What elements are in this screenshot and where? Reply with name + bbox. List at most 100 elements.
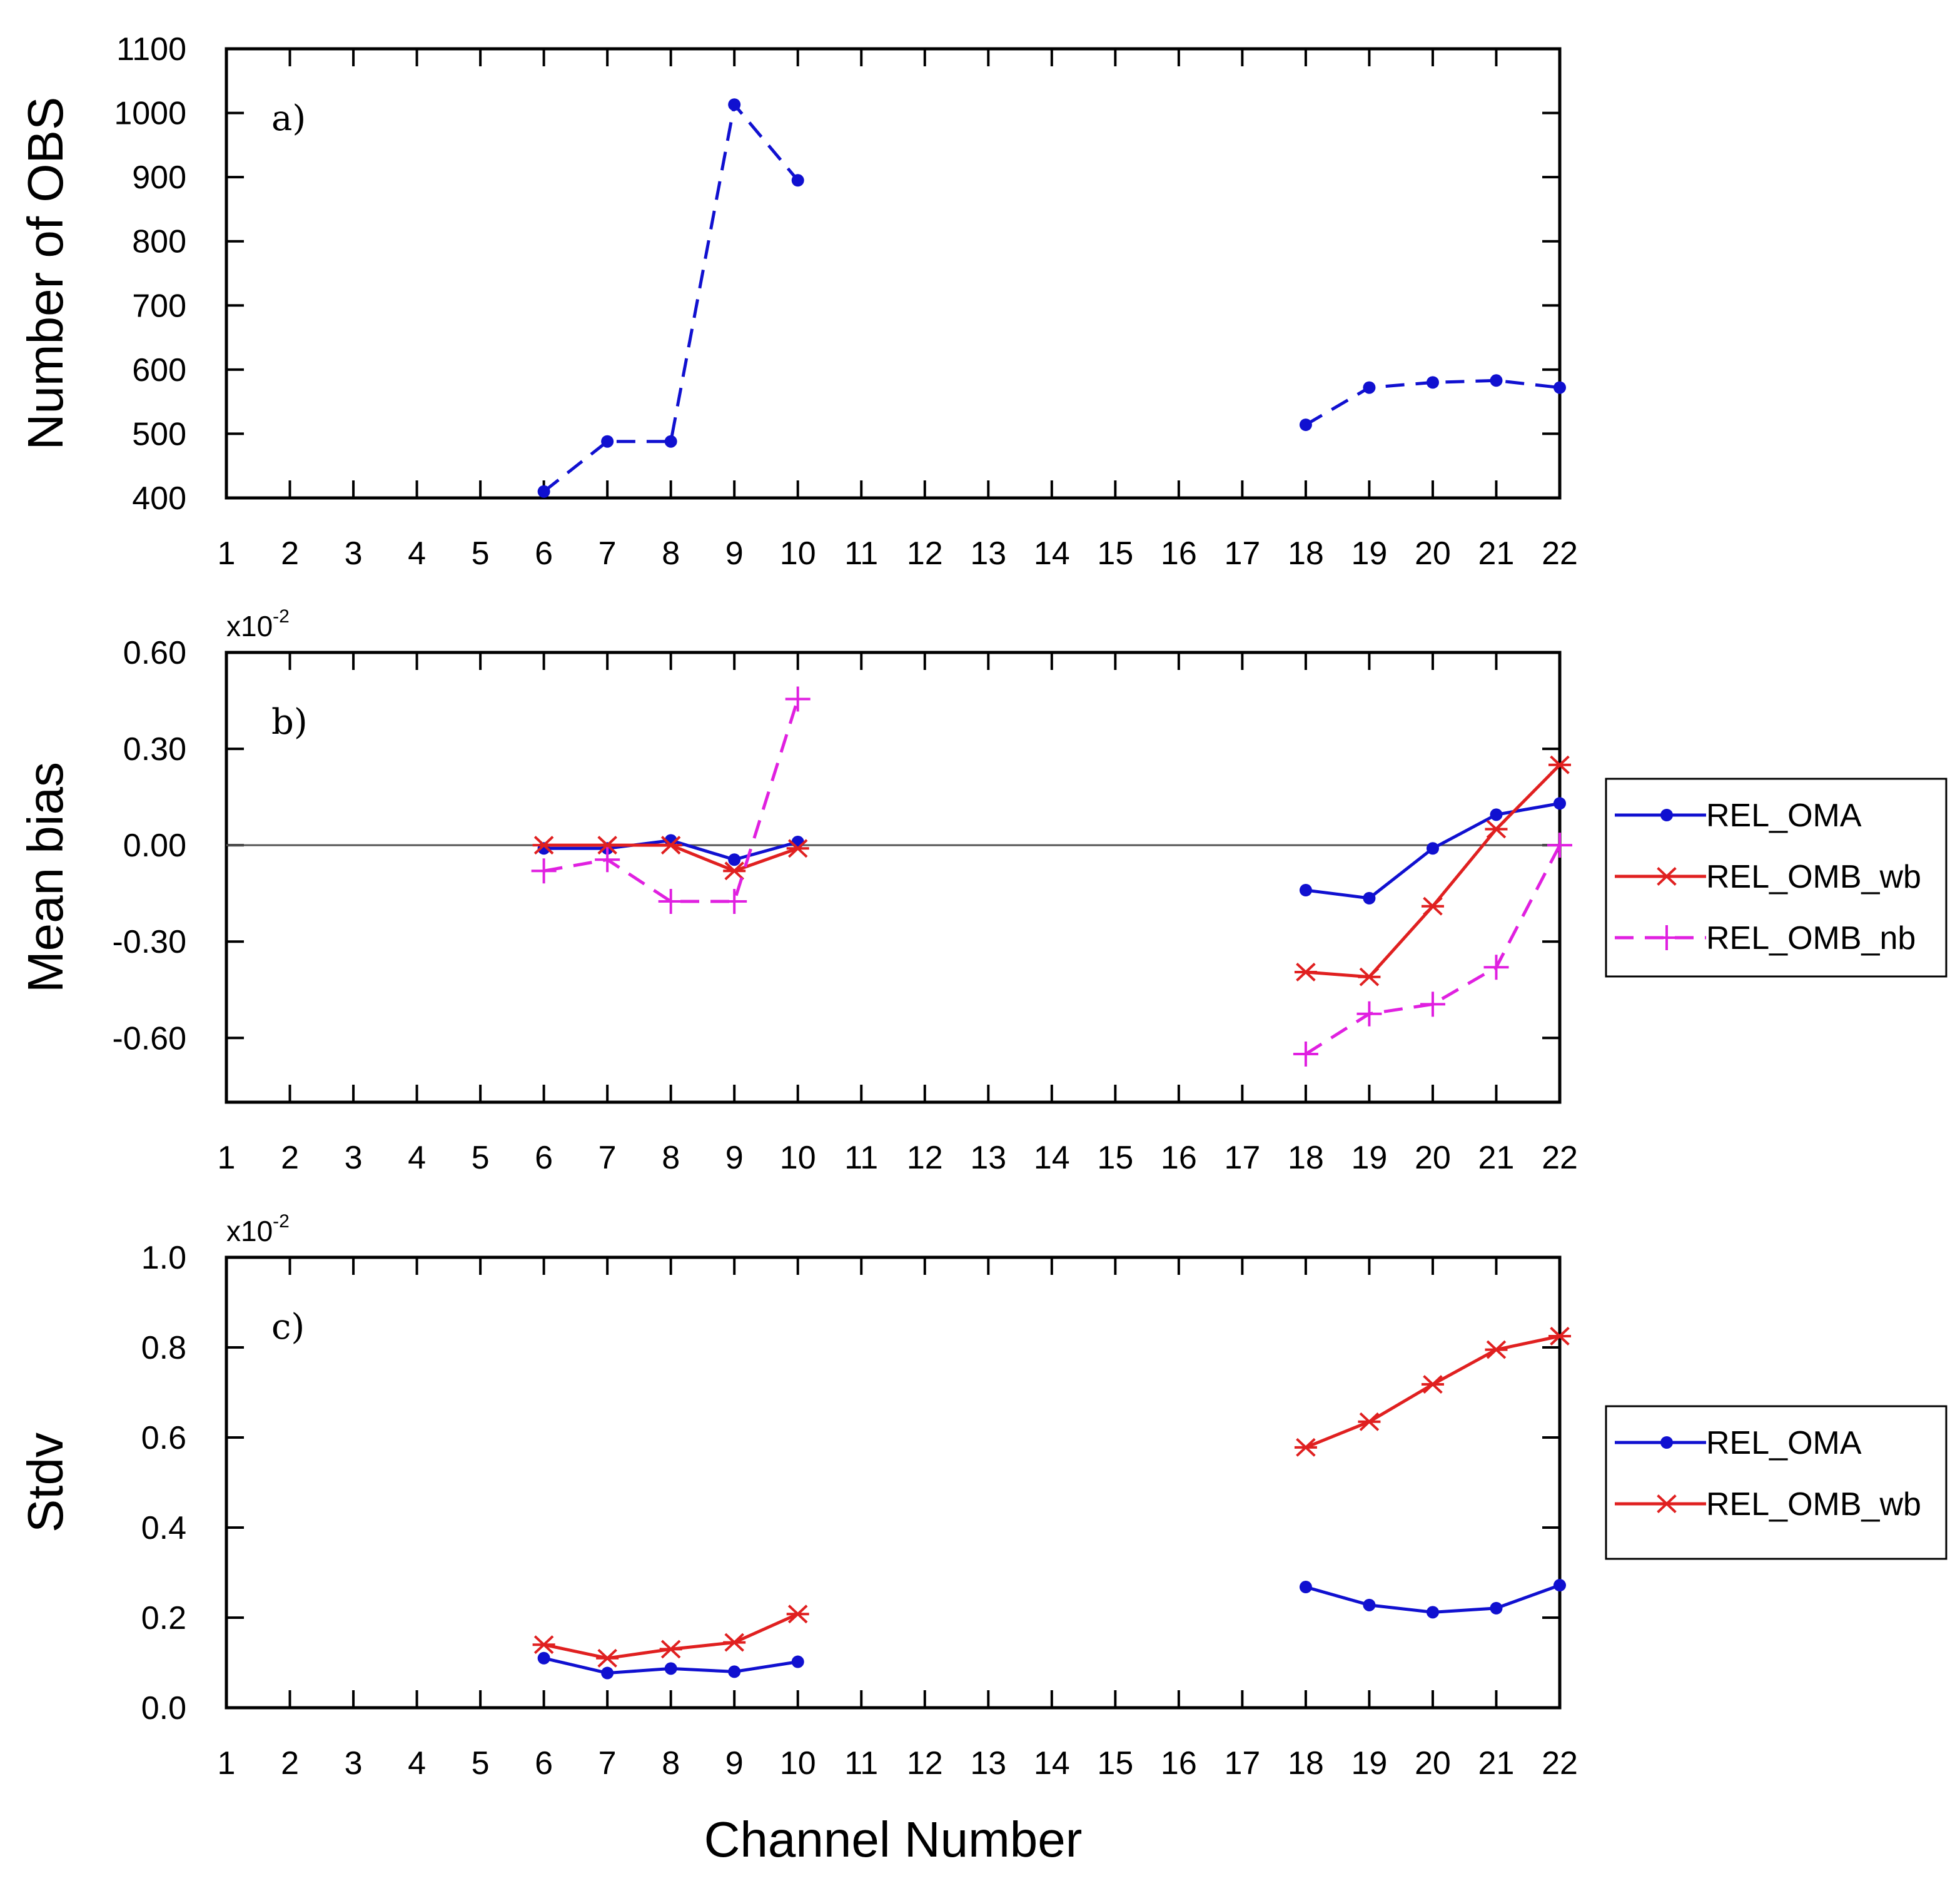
- legend-entry: REL_OMB_nb: [1706, 920, 1916, 956]
- x-tick-label: 18: [1288, 535, 1324, 572]
- plot-frame: [225, 651, 1562, 1104]
- x-tick-label: 8: [662, 1140, 680, 1176]
- data-point: [1293, 1041, 1318, 1067]
- data-point: [1363, 891, 1376, 905]
- x-tick-label: 21: [1478, 1745, 1515, 1782]
- y-tick-label: 0.00: [123, 828, 186, 864]
- data-point: [1426, 1606, 1439, 1619]
- y-tick-label: 0.60: [123, 635, 186, 671]
- y-exponent-power: -2: [273, 606, 290, 627]
- plot-frame: [225, 1255, 1562, 1710]
- x-tick-label: 7: [599, 535, 617, 572]
- x-tick-label: 5: [472, 535, 490, 572]
- legend-marker: [1655, 867, 1678, 886]
- y-tick-label: 700: [132, 288, 186, 324]
- x-tick-label: 13: [970, 535, 1006, 572]
- x-tick-label: 9: [725, 535, 744, 572]
- y-exponent-power: -2: [273, 1211, 290, 1232]
- x-tick-label: 4: [408, 535, 426, 572]
- x-tick-label: 8: [662, 535, 680, 572]
- legend-entry: REL_OMB_wb: [1706, 1486, 1921, 1523]
- y-tick-label: 600: [132, 352, 186, 388]
- x-tick-label: 12: [907, 1140, 943, 1176]
- y-tick-label: 1000: [114, 96, 186, 132]
- x-tick-label: 13: [970, 1745, 1006, 1782]
- y-tick-label: 400: [132, 480, 186, 517]
- data-point: [1490, 1601, 1503, 1615]
- series-rel-omb-wb: [532, 755, 1571, 986]
- y-tick-label: 0.30: [123, 731, 186, 768]
- data-point: [786, 839, 809, 858]
- y-tick-label: 800: [132, 224, 186, 260]
- y-tick-label: 900: [132, 160, 186, 196]
- data-point: [1553, 1579, 1566, 1592]
- x-tick-label: 20: [1415, 535, 1451, 572]
- x-tick-label: 20: [1415, 1745, 1451, 1782]
- data-point: [728, 1665, 741, 1678]
- data-point: [1547, 833, 1572, 858]
- y-exponent-label: x10-2: [226, 606, 290, 642]
- data-point: [658, 889, 684, 915]
- data-point: [728, 853, 741, 866]
- x-tick-label: 13: [970, 1140, 1006, 1176]
- data-point: [537, 485, 550, 498]
- x-tick-label: 19: [1351, 1745, 1388, 1782]
- series-line: [1305, 763, 1561, 979]
- x-tick-label: 3: [345, 1140, 363, 1176]
- x-tick-label: 20: [1415, 1140, 1451, 1176]
- data-point: [1483, 955, 1509, 980]
- x-tick-label: 12: [907, 1745, 943, 1782]
- x-tick-label: 16: [1161, 1745, 1197, 1782]
- x-tick-label: 15: [1097, 1745, 1133, 1782]
- legend-marker: [1660, 809, 1673, 821]
- legend: REL_OMA REL_OMB_wb: [1605, 1405, 1947, 1560]
- data-point: [537, 1651, 550, 1665]
- x-tick-label: 18: [1288, 1140, 1324, 1176]
- legend-box: [1605, 1405, 1947, 1560]
- x-tick-label: 9: [725, 1140, 744, 1176]
- legend-entry: REL_OMA: [1706, 798, 1862, 834]
- data-point: [1553, 797, 1566, 810]
- y-tick-label: -0.60: [112, 1020, 186, 1057]
- x-tick-label: 6: [535, 1745, 553, 1782]
- data-point: [1548, 1327, 1571, 1346]
- x-tick-label: 6: [535, 535, 553, 572]
- series-rel-oma: [537, 797, 1566, 905]
- data-point: [723, 1633, 746, 1652]
- data-point: [659, 836, 682, 855]
- series-rel-omb-wb: [532, 1327, 1571, 1668]
- x-tick-label: 3: [345, 1745, 363, 1782]
- y-axis-title: Stdv: [18, 1432, 73, 1533]
- panel-label: c): [271, 1307, 305, 1347]
- x-tick-label: 7: [599, 1745, 617, 1782]
- data-point: [786, 1605, 809, 1624]
- legend-entry: REL_OMB_wb: [1706, 859, 1921, 895]
- data-point: [723, 861, 746, 881]
- data-point: [1485, 819, 1508, 839]
- x-tick-label: 14: [1034, 1140, 1070, 1176]
- data-point: [1421, 896, 1444, 916]
- x-tick-label: 2: [281, 1745, 299, 1782]
- x-tick-label: 4: [408, 1140, 426, 1176]
- x-tick-label: 10: [780, 1140, 816, 1176]
- x-tick-label: 14: [1034, 535, 1070, 572]
- data-point: [791, 1655, 804, 1668]
- x-tick-label: 5: [472, 1745, 490, 1782]
- data-point: [1356, 1001, 1382, 1027]
- x-axis-title: Channel Number: [704, 1812, 1083, 1867]
- x-tick-label: 11: [844, 535, 878, 572]
- y-tick-label: 1100: [116, 31, 186, 68]
- data-point: [1421, 1375, 1444, 1394]
- data-point: [659, 1640, 682, 1659]
- data-point: [664, 1662, 677, 1675]
- x-tick-label: 2: [281, 1140, 299, 1176]
- panel-a: 1 2 3 4 5 6 7 8 9 10 11 12 13 14 15 16 17 18 19 20 21 2240050…: [18, 31, 1578, 572]
- series-rel-omb-nb: [531, 686, 1572, 1067]
- x-tick-label: 8: [662, 1745, 680, 1782]
- x-tick-label: 11: [844, 1140, 878, 1176]
- x-tick-label: 22: [1542, 535, 1578, 572]
- x-tick-label: 17: [1224, 1745, 1260, 1782]
- x-tick-label: 22: [1542, 1745, 1578, 1782]
- legend-marker: [1660, 1436, 1673, 1449]
